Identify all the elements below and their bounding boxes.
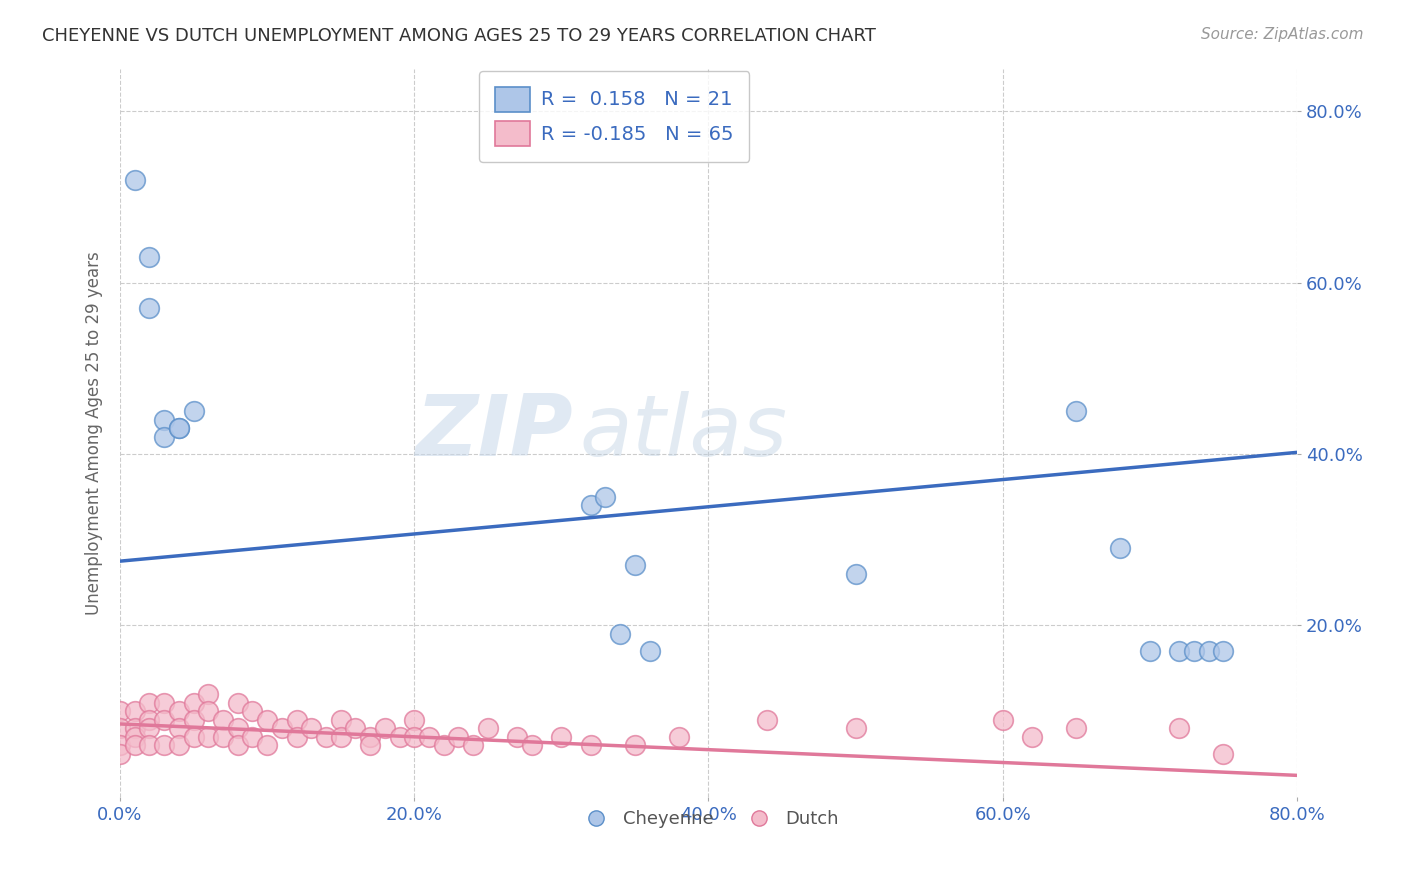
Point (108, 721, 131, 735)
Legend: Cheyenne, Dutch: Cheyenne, Dutch (571, 803, 846, 835)
Point (226, 739, 249, 753)
Point (315, 730, 337, 744)
Point (197, 730, 219, 744)
Point (124, 173, 146, 187)
Point (433, 739, 456, 753)
Point (138, 696, 160, 710)
Point (153, 430, 176, 444)
Point (138, 721, 160, 735)
Point (461, 739, 484, 753)
Point (167, 739, 190, 753)
Point (167, 421, 190, 435)
Point (595, 490, 617, 504)
Point (108, 747, 131, 761)
Point (197, 704, 219, 718)
Point (756, 713, 779, 727)
Point (404, 713, 426, 727)
Point (344, 721, 367, 735)
Point (520, 739, 543, 753)
Point (167, 704, 190, 718)
Point (624, 739, 647, 753)
Point (183, 404, 205, 418)
Point (609, 627, 631, 641)
Point (167, 421, 190, 435)
Point (183, 713, 205, 727)
Point (991, 713, 1014, 727)
Point (447, 730, 470, 744)
Point (579, 739, 602, 753)
Point (256, 739, 278, 753)
Point (153, 413, 176, 427)
Point (359, 730, 381, 744)
Point (638, 644, 661, 658)
Point (226, 721, 249, 735)
Point (197, 687, 219, 701)
Point (1182, 644, 1205, 658)
Point (329, 713, 352, 727)
Point (477, 721, 499, 735)
Point (1021, 730, 1043, 744)
Point (624, 558, 647, 573)
Point (124, 739, 146, 753)
Point (404, 730, 426, 744)
Point (183, 696, 205, 710)
Point (226, 696, 249, 710)
Text: CHEYENNE VS DUTCH UNEMPLOYMENT AMONG AGES 25 TO 29 YEARS CORRELATION CHART: CHEYENNE VS DUTCH UNEMPLOYMENT AMONG AGE… (42, 27, 876, 45)
Point (1139, 644, 1161, 658)
Point (138, 250, 160, 264)
Point (1168, 721, 1191, 735)
Point (212, 713, 235, 727)
Point (845, 721, 868, 735)
Point (359, 739, 381, 753)
Point (1212, 747, 1234, 761)
Point (153, 739, 176, 753)
Y-axis label: Unemployment Among Ages 25 to 29 years: Unemployment Among Ages 25 to 29 years (86, 251, 103, 615)
Text: atlas: atlas (579, 392, 787, 475)
Point (1064, 404, 1087, 418)
Point (108, 739, 131, 753)
Point (1198, 644, 1220, 658)
Point (124, 721, 146, 735)
Point (388, 730, 411, 744)
Point (138, 739, 160, 753)
Point (183, 730, 205, 744)
Point (668, 730, 690, 744)
Point (270, 721, 292, 735)
Point (550, 730, 572, 744)
Point (374, 721, 396, 735)
Point (124, 730, 146, 744)
Point (285, 713, 308, 727)
Point (138, 301, 160, 316)
Point (299, 721, 322, 735)
Point (153, 713, 176, 727)
Point (1064, 721, 1087, 735)
Point (285, 730, 308, 744)
Point (108, 704, 131, 718)
Text: Source: ZipAtlas.com: Source: ZipAtlas.com (1201, 27, 1364, 42)
Point (1109, 541, 1132, 556)
Point (256, 713, 278, 727)
Point (506, 730, 529, 744)
Point (153, 696, 176, 710)
Text: ZIP: ZIP (416, 392, 574, 475)
Point (329, 730, 352, 744)
Point (1168, 644, 1191, 658)
Point (212, 730, 235, 744)
Point (167, 721, 190, 735)
Point (242, 704, 264, 718)
Point (579, 499, 602, 513)
Point (1212, 644, 1234, 658)
Point (418, 730, 440, 744)
Point (124, 704, 146, 718)
Point (138, 713, 160, 727)
Point (845, 567, 868, 582)
Point (242, 730, 264, 744)
